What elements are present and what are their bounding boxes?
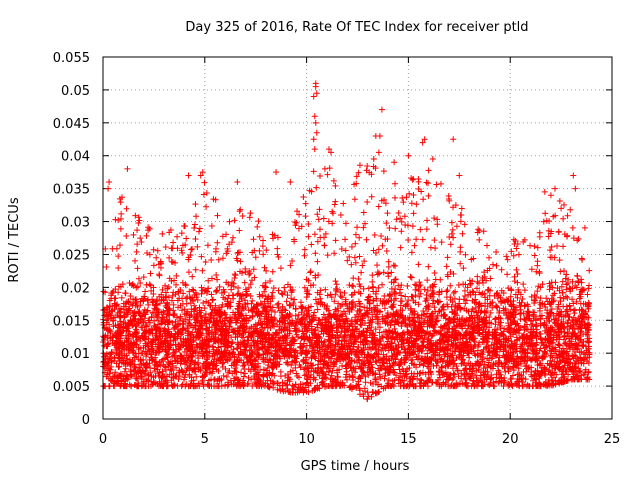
chart-svg: 051015202500.0050.010.0150.020.0250.030.… <box>0 0 640 480</box>
chart: 051015202500.0050.010.0150.020.0250.030.… <box>0 0 640 480</box>
